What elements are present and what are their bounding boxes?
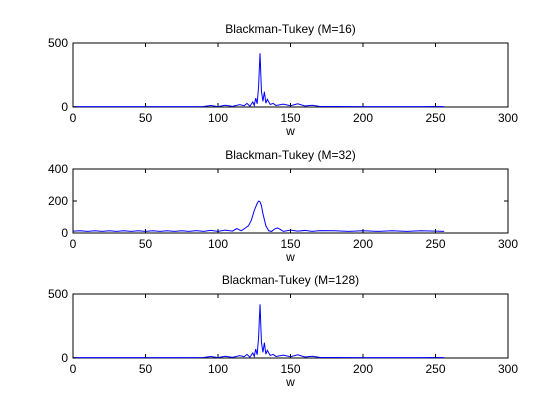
x-tick-label: 300 [498, 237, 518, 251]
x-tick-label: 50 [139, 111, 153, 125]
x-tick-label: 250 [425, 111, 445, 125]
y-tick-label: 400 [48, 162, 68, 176]
x-tick-label: 50 [139, 362, 153, 376]
y-tick-label: 500 [48, 287, 68, 301]
y-tick-label: 0 [61, 100, 68, 114]
x-tick-label: 100 [208, 237, 228, 251]
subplot-3: 0 50 100 150 200 250 300 0 500 Blackman-Tukey (M=… [48, 273, 518, 389]
chart-title: Blackman-Tukey (M=32) [225, 148, 356, 162]
y-tick-label: 0 [61, 226, 68, 240]
x-tick-label: 250 [425, 237, 445, 251]
x-tick-label: 300 [498, 362, 518, 376]
series-line-1 [72, 200, 445, 232]
y-tick-label: 200 [48, 194, 68, 208]
x-tick-label: 0 [70, 111, 77, 125]
x-tick-label: 150 [280, 111, 300, 125]
x-tick-label: 200 [353, 362, 373, 376]
series-line-1 [73, 304, 445, 359]
y-tick-label: 500 [48, 36, 68, 50]
chart-title: Blackman-Tukey (M=128) [222, 273, 359, 287]
x-tick-label: 200 [353, 237, 373, 251]
axes-frame [72, 42, 509, 108]
x-tick-label: 250 [425, 362, 445, 376]
x-tick-label: 150 [280, 237, 300, 251]
x-tick-label: 50 [139, 237, 153, 251]
x-tick-label: 0 [70, 362, 77, 376]
axes-frame [72, 168, 509, 234]
subplot-2: 0 50 100 150 200 250 300 0 200 400 Blackman-Tukey … [48, 148, 518, 264]
subplot-1: 0 50 100 150 200 250 300 0 500 Blackman-Tukey (M=… [48, 22, 518, 138]
y-tick-label: 0 [61, 351, 68, 365]
x-axis-label: w [285, 124, 295, 138]
x-tick-label: 100 [208, 362, 228, 376]
x-tick-label: 0 [70, 237, 77, 251]
chart-title: Blackman-Tukey (M=16) [225, 22, 356, 36]
x-tick-label: 200 [353, 111, 373, 125]
x-tick-label: 300 [498, 111, 518, 125]
x-tick-label: 150 [280, 362, 300, 376]
axes-frame [72, 293, 509, 359]
x-tick-label: 100 [208, 111, 228, 125]
series-line-1 [73, 53, 445, 108]
x-axis-label: w [285, 375, 295, 389]
x-axis-label: w [285, 250, 295, 264]
